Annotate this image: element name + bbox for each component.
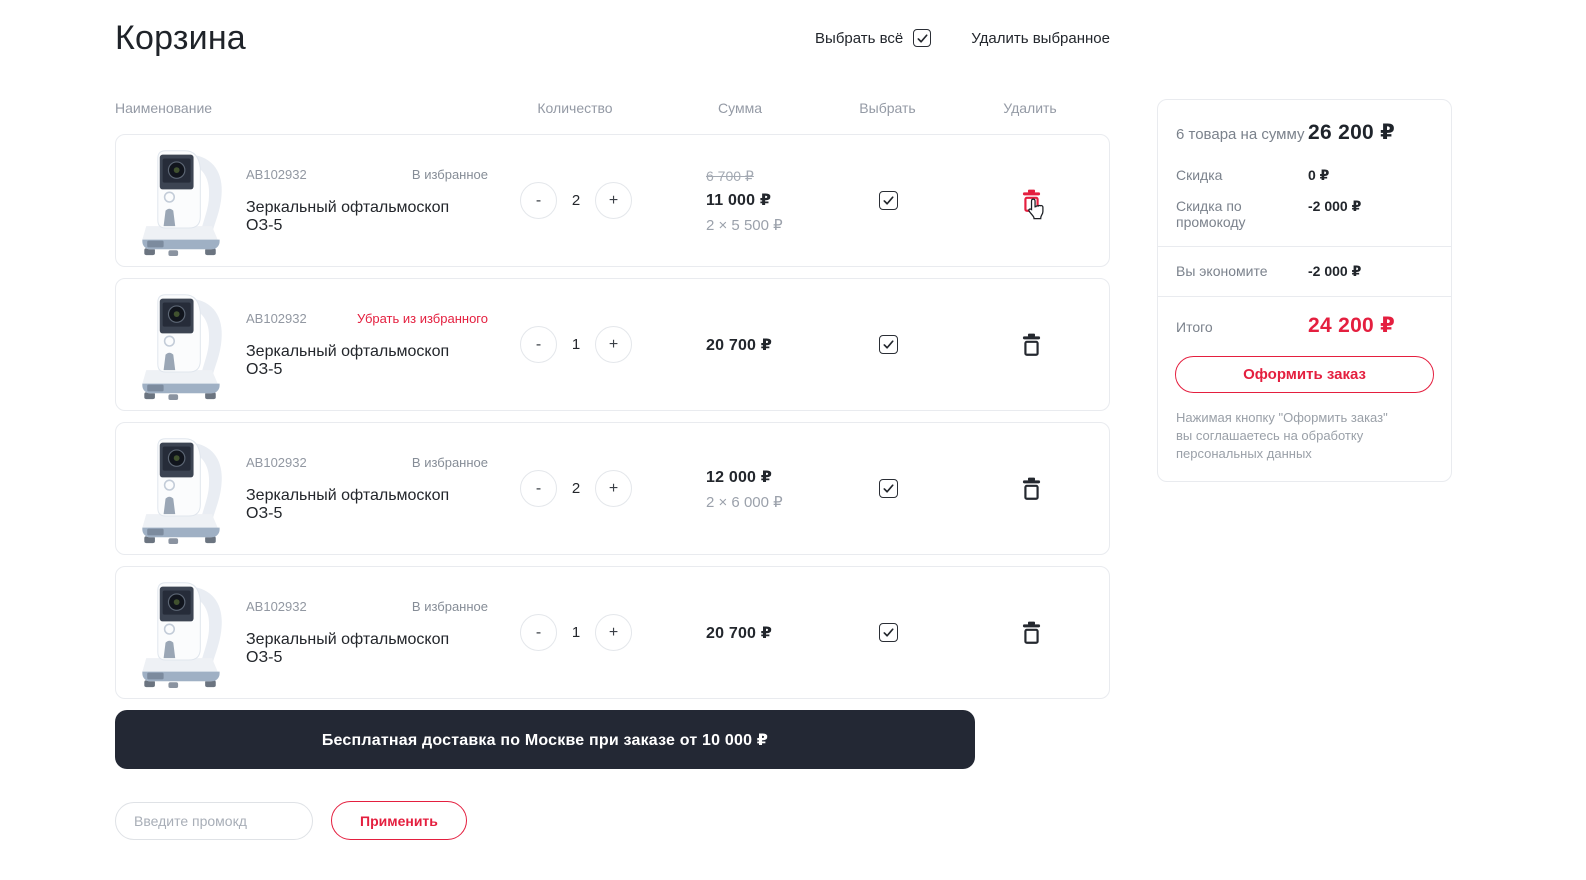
quantity-minus-button[interactable]: - <box>520 470 557 507</box>
trash-icon <box>1022 477 1040 500</box>
cursor-icon <box>1028 198 1044 219</box>
promo-code-input[interactable] <box>115 801 313 840</box>
product-image <box>142 437 222 544</box>
trash-icon <box>1022 621 1040 644</box>
quantity-value: 2 <box>571 480 581 497</box>
total-label: Итого <box>1176 319 1213 335</box>
apply-promo-button[interactable]: Применить <box>331 801 467 840</box>
items-count-label: 6 товара на сумму <box>1176 126 1305 143</box>
price-total: 20 700 ₽ <box>706 624 773 642</box>
quantity-plus-button[interactable]: + <box>595 182 632 219</box>
check-icon <box>883 484 894 493</box>
column-header-delete: Удалить <box>1003 100 1057 116</box>
product-name: Зеркальный офтальмоскоп ОЗ-5 <box>246 342 450 378</box>
price-per-unit: 2 × 5 500 ₽ <box>706 216 783 234</box>
favorite-toggle[interactable]: В избранное <box>411 166 488 182</box>
price-total: 11 000 ₽ <box>706 191 772 209</box>
product-name: Зеркальный офтальмоскоп ОЗ-5 <box>246 486 450 522</box>
product-image <box>142 293 222 400</box>
free-delivery-banner: Бесплатная доставка по Москве при заказе… <box>115 710 975 769</box>
item-select-checkbox[interactable] <box>879 191 898 210</box>
delete-button[interactable] <box>1018 187 1044 219</box>
banner-text: Бесплатная доставка по Москве при заказе… <box>321 731 769 749</box>
column-header-name: Наименование <box>115 100 213 116</box>
delete-button[interactable] <box>1018 619 1044 647</box>
column-header-quantity: Количество <box>537 100 613 116</box>
promo-discount-value: -2 000 ₽ <box>1308 198 1362 214</box>
summary-divider <box>1158 246 1451 247</box>
price-old: 6 700 ₽ <box>706 167 754 184</box>
quantity-minus-button[interactable]: - <box>520 326 557 363</box>
product-name: Зеркальный офтальмоскоп ОЗ-5 <box>246 198 450 234</box>
select-all-checkbox[interactable] <box>913 29 932 47</box>
quantity-plus-button[interactable]: + <box>595 614 632 651</box>
quantity-value: 2 <box>571 192 581 209</box>
total-value: 24 200 ₽ <box>1308 314 1396 337</box>
product-image <box>142 581 222 688</box>
product-code: AB102932 <box>246 166 307 182</box>
cart-item-row: AB102932 В избранное Зеркальный офтальмо… <box>115 566 1110 699</box>
item-select-checkbox[interactable] <box>879 335 898 354</box>
select-all-label: Выбрать всё <box>815 29 904 47</box>
item-select-checkbox[interactable] <box>879 479 898 498</box>
cart-item-row: AB102932 Убрать из избранного Зеркальный… <box>115 278 1110 411</box>
column-header-select: Выбрать <box>859 100 916 116</box>
cart-list: AB102932 В избранное Зеркальный офтальмо… <box>115 134 1110 699</box>
discount-value: 0 ₽ <box>1308 167 1330 183</box>
checkout-disclaimer: Нажимая кнопку "Оформить заказ" вы согла… <box>1176 410 1388 461</box>
item-select-checkbox[interactable] <box>879 623 898 642</box>
cart-item-row: AB102932 В избранное Зеркальный офтальмо… <box>115 422 1110 555</box>
column-header-sum: Сумма <box>718 100 762 116</box>
product-name: Зеркальный офтальмоскоп ОЗ-5 <box>246 630 450 666</box>
savings-value: -2 000 ₽ <box>1308 263 1362 279</box>
product-code: AB102932 <box>246 310 307 326</box>
quantity-value: 1 <box>571 336 581 353</box>
summary-divider <box>1158 296 1451 297</box>
price-total: 20 700 ₽ <box>706 336 773 354</box>
select-all-control[interactable]: Выбрать всё <box>815 29 932 47</box>
order-summary-panel: 6 товара на сумму 26 200 ₽ Скидка 0 ₽ Ск… <box>1157 99 1452 482</box>
price-per-unit: 2 × 6 000 ₽ <box>706 493 783 511</box>
items-total-value: 26 200 ₽ <box>1308 121 1396 144</box>
quantity-minus-button[interactable]: - <box>520 182 557 219</box>
product-code: AB102932 <box>246 454 307 470</box>
checkout-button[interactable]: Оформить заказ <box>1175 356 1434 393</box>
cart-item-row: AB102932 В избранное Зеркальный офтальмо… <box>115 134 1110 267</box>
favorite-toggle[interactable]: В избранное <box>411 598 488 614</box>
quantity-plus-button[interactable]: + <box>595 326 632 363</box>
check-icon <box>883 196 894 205</box>
page-title: Корзина <box>115 18 246 57</box>
table-header: Наименование Количество Сумма Выбрать Уд… <box>115 98 1110 118</box>
product-code: AB102932 <box>246 598 307 614</box>
discount-label: Скидка <box>1176 167 1223 183</box>
delete-button[interactable] <box>1018 475 1044 503</box>
check-icon <box>883 628 894 637</box>
check-icon <box>917 33 928 43</box>
trash-icon <box>1022 333 1040 356</box>
quantity-minus-button[interactable]: - <box>520 614 557 651</box>
delete-selected-button[interactable]: Удалить выбранное <box>971 29 1110 47</box>
quantity-plus-button[interactable]: + <box>595 470 632 507</box>
savings-label: Вы экономите <box>1176 263 1268 279</box>
product-image <box>142 149 222 256</box>
price-total: 12 000 ₽ <box>706 468 773 486</box>
check-icon <box>883 340 894 349</box>
favorite-toggle[interactable]: Убрать из избранного <box>356 310 488 326</box>
quantity-value: 1 <box>571 624 581 641</box>
favorite-toggle[interactable]: В избранное <box>411 454 488 470</box>
promo-discount-label: Скидка по промокоду <box>1176 198 1246 230</box>
delete-button[interactable] <box>1018 331 1044 359</box>
